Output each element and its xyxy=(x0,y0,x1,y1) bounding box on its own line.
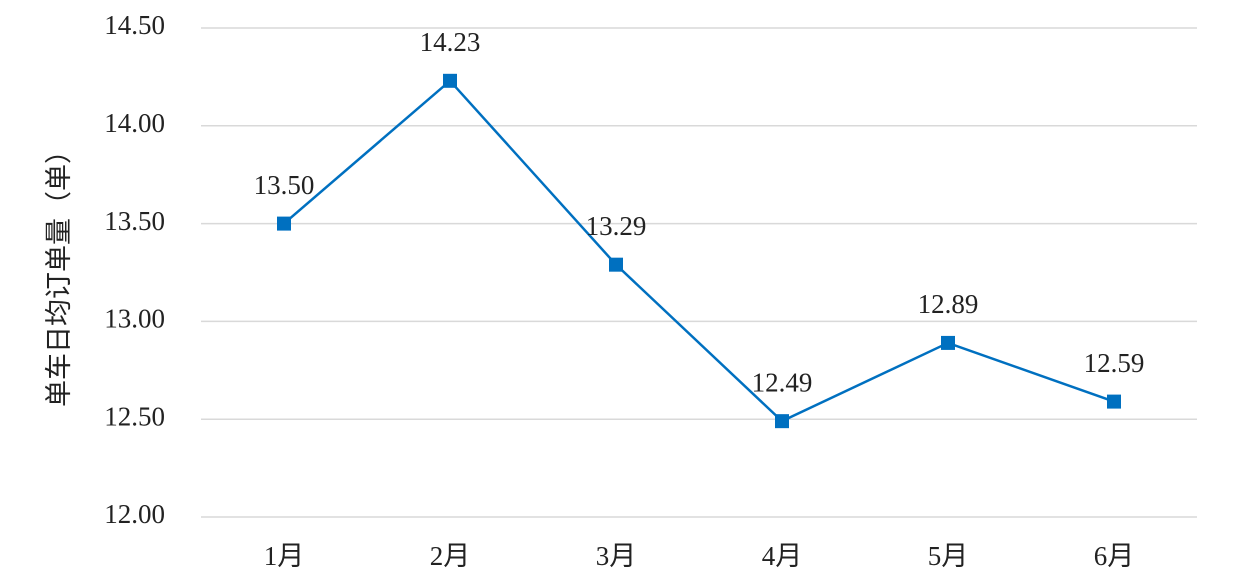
marker xyxy=(277,216,291,231)
x-tick-label: 4月 xyxy=(762,541,803,571)
data-label: 12.59 xyxy=(1084,348,1145,378)
y-tick-label: 14.00 xyxy=(104,108,165,138)
x-tick-label: 2月 xyxy=(430,541,471,571)
y-tick-label: 13.00 xyxy=(104,304,165,334)
data-label: 12.89 xyxy=(918,289,979,319)
y-tick-label: 13.50 xyxy=(104,206,165,236)
y-tick-label: 12.50 xyxy=(104,401,165,431)
x-tick-label: 1月 xyxy=(264,541,305,571)
x-tick-label: 3月 xyxy=(596,541,637,571)
y-tick-label: 14.50 xyxy=(104,10,165,40)
x-tick-label: 6月 xyxy=(1094,541,1135,571)
y-axis-label: 单车日均订单量（单） xyxy=(44,137,74,407)
marker xyxy=(609,257,623,272)
data-label: 12.49 xyxy=(752,367,813,397)
data-label: 14.23 xyxy=(420,27,481,57)
line xyxy=(283,79,1115,423)
x-tick-label: 5月 xyxy=(928,541,969,571)
y-tick-label: 12.00 xyxy=(104,499,165,529)
marker xyxy=(443,73,457,88)
data-label: 13.50 xyxy=(254,170,315,200)
marker xyxy=(1107,394,1121,409)
data-label: 13.29 xyxy=(586,211,647,241)
marker xyxy=(941,335,955,350)
marker xyxy=(775,414,789,429)
